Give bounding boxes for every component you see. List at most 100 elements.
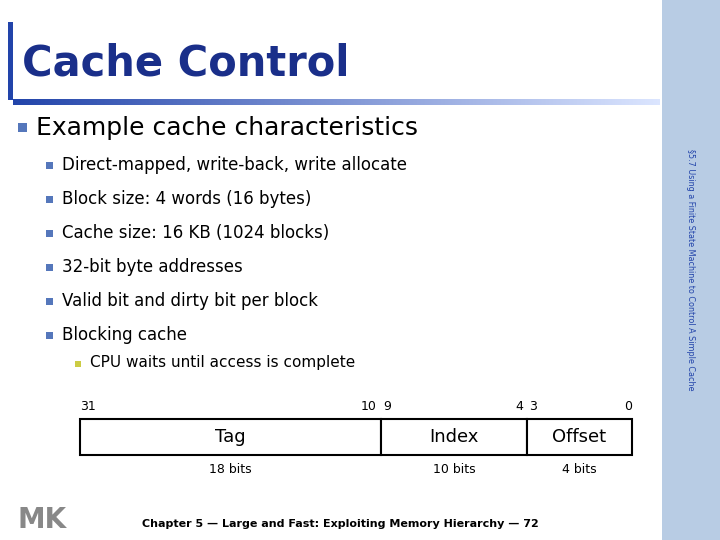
Bar: [611, 99, 612, 105]
Bar: [184, 99, 185, 105]
Bar: [330, 99, 331, 105]
Bar: [455, 99, 456, 105]
Bar: [150, 99, 151, 105]
Bar: [238, 99, 239, 105]
Bar: [209, 99, 210, 105]
Bar: [560, 99, 561, 105]
Bar: [29, 99, 30, 105]
Bar: [521, 99, 522, 105]
Bar: [412, 99, 413, 105]
Bar: [648, 99, 649, 105]
Bar: [411, 99, 412, 105]
Text: Example cache characteristics: Example cache characteristics: [36, 116, 418, 140]
Bar: [654, 99, 655, 105]
Bar: [92, 99, 93, 105]
Bar: [499, 99, 500, 105]
Bar: [145, 99, 146, 105]
Bar: [509, 99, 510, 105]
Bar: [529, 99, 530, 105]
Bar: [55, 99, 56, 105]
Bar: [658, 99, 659, 105]
Bar: [647, 99, 648, 105]
Bar: [524, 99, 525, 105]
Bar: [53, 99, 54, 105]
Bar: [248, 99, 249, 105]
Bar: [468, 99, 469, 105]
Bar: [478, 99, 479, 105]
Text: 31: 31: [80, 400, 96, 413]
Bar: [70, 99, 71, 105]
Bar: [372, 99, 373, 105]
Bar: [94, 99, 95, 105]
Bar: [634, 99, 635, 105]
Bar: [254, 99, 255, 105]
Bar: [87, 99, 88, 105]
Bar: [198, 99, 199, 105]
Bar: [368, 99, 369, 105]
Bar: [587, 99, 588, 105]
Bar: [646, 99, 647, 105]
Bar: [90, 99, 91, 105]
Bar: [386, 99, 387, 105]
Bar: [625, 99, 626, 105]
Bar: [327, 99, 328, 105]
Bar: [296, 99, 297, 105]
Bar: [568, 99, 569, 105]
Bar: [460, 99, 461, 105]
Bar: [562, 99, 563, 105]
Bar: [551, 99, 552, 105]
Bar: [542, 99, 543, 105]
Bar: [459, 99, 460, 105]
Text: 18 bits: 18 bits: [209, 463, 252, 476]
Bar: [306, 99, 307, 105]
Bar: [588, 99, 589, 105]
Bar: [202, 99, 203, 105]
Bar: [101, 99, 102, 105]
Bar: [284, 99, 285, 105]
Bar: [399, 99, 400, 105]
Bar: [429, 99, 430, 105]
Bar: [72, 99, 73, 105]
Bar: [225, 99, 226, 105]
Bar: [48, 99, 49, 105]
Bar: [531, 99, 532, 105]
Bar: [635, 99, 636, 105]
Text: §5.7 Using a Finite State Machine to Control A Simple Cache: §5.7 Using a Finite State Machine to Con…: [686, 149, 696, 391]
Bar: [191, 99, 192, 105]
Bar: [515, 99, 516, 105]
Bar: [263, 99, 264, 105]
Bar: [349, 99, 350, 105]
Bar: [188, 99, 189, 105]
Bar: [47, 99, 48, 105]
Bar: [265, 99, 266, 105]
Bar: [620, 99, 621, 105]
Bar: [206, 99, 207, 105]
Bar: [245, 99, 246, 105]
Bar: [395, 99, 396, 105]
Bar: [498, 99, 499, 105]
Bar: [112, 99, 113, 105]
Bar: [474, 99, 475, 105]
Bar: [575, 99, 576, 105]
Bar: [580, 99, 581, 105]
Bar: [606, 99, 607, 105]
Bar: [374, 99, 375, 105]
Bar: [46, 264, 53, 271]
Bar: [338, 99, 339, 105]
Bar: [326, 99, 327, 105]
Bar: [106, 99, 107, 105]
Bar: [373, 99, 374, 105]
Bar: [441, 99, 442, 105]
Bar: [415, 99, 416, 105]
Bar: [362, 99, 363, 105]
Bar: [314, 99, 315, 105]
Bar: [630, 99, 631, 105]
Bar: [42, 99, 43, 105]
Bar: [437, 99, 438, 105]
Bar: [489, 99, 490, 105]
Bar: [175, 99, 176, 105]
Bar: [287, 99, 288, 105]
Bar: [384, 99, 385, 105]
Bar: [220, 99, 221, 105]
Bar: [434, 99, 435, 105]
